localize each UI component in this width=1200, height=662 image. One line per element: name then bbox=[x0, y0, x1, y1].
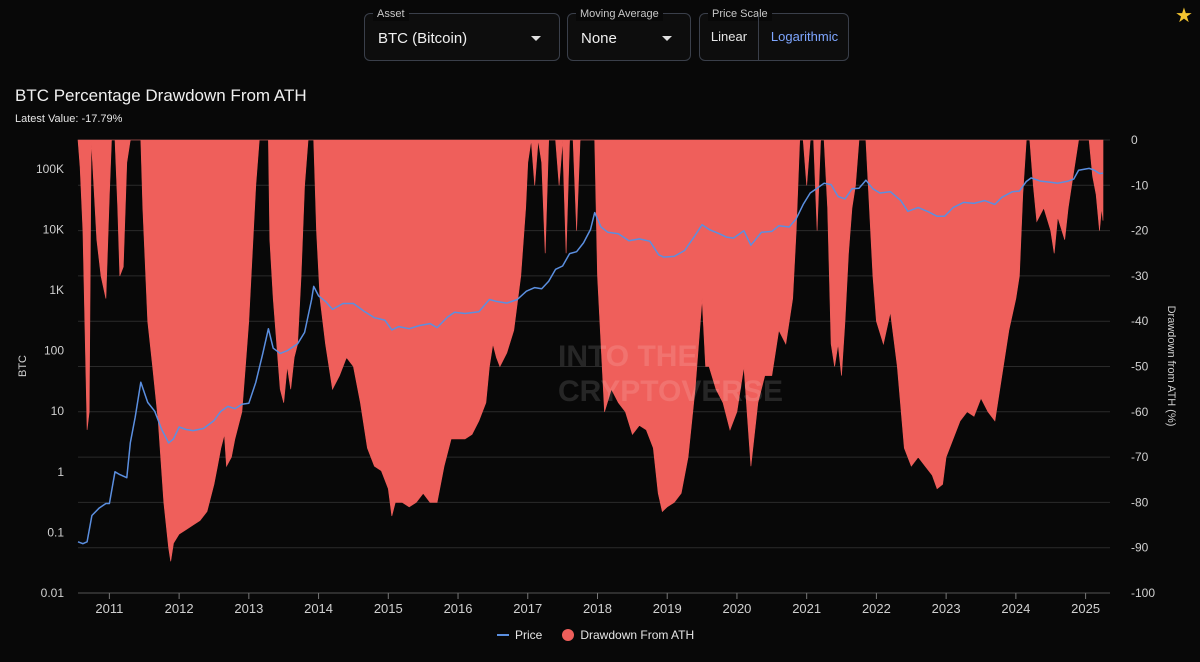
watermark-line-1: INTO THE bbox=[558, 340, 697, 373]
scale-logarithmic-button[interactable]: Logarithmic bbox=[758, 14, 850, 60]
x-tick-label: 2012 bbox=[165, 601, 194, 616]
left-tick-label: 1K bbox=[49, 283, 64, 297]
legend-price-swatch bbox=[497, 634, 509, 636]
asset-select[interactable]: Asset BTC (Bitcoin) bbox=[364, 7, 560, 61]
right-tick-label: -40 bbox=[1131, 314, 1149, 328]
star-icon[interactable]: ★ bbox=[1175, 5, 1193, 27]
right-tick-label: -30 bbox=[1131, 269, 1149, 283]
x-tick-label: 2014 bbox=[304, 601, 333, 616]
moving-average-select[interactable]: Moving Average None bbox=[567, 7, 691, 61]
x-tick-label: 2019 bbox=[653, 601, 682, 616]
right-tick-label: -60 bbox=[1131, 405, 1149, 419]
x-tick-label: 2023 bbox=[932, 601, 961, 616]
x-tick-label: 2017 bbox=[513, 601, 542, 616]
axes: 0 -10 -20 -30 -40 -50 -60 -70 -80 -90 -100 0.01 0.1 1… bbox=[17, 133, 1177, 616]
right-tick-label: -100 bbox=[1131, 586, 1155, 600]
drawdown-series bbox=[77, 139, 1104, 562]
left-tick-label: 100K bbox=[36, 162, 64, 176]
left-tick-label: 100 bbox=[44, 344, 64, 358]
right-tick-label: -10 bbox=[1131, 178, 1149, 192]
x-tick-label: 2016 bbox=[444, 601, 473, 616]
right-tick-label: -70 bbox=[1131, 450, 1149, 464]
x-tick-label: 2024 bbox=[1001, 601, 1030, 616]
legend: Price Drawdown From ATH bbox=[497, 628, 694, 642]
asset-label: Asset bbox=[373, 7, 409, 21]
legend-price-label[interactable]: Price bbox=[515, 628, 543, 642]
y-axis-title-right: Drawdown from ATH (%) bbox=[1165, 306, 1177, 427]
x-tick-label: 2020 bbox=[722, 601, 751, 616]
price-scale-label: Price Scale bbox=[708, 7, 772, 21]
right-tick-label: 0 bbox=[1131, 133, 1138, 147]
chart-title: BTC Percentage Drawdown From ATH bbox=[15, 86, 307, 105]
left-tick-label: 0.01 bbox=[41, 586, 65, 600]
y-axis-title-left: BTC bbox=[17, 355, 29, 377]
drawdown-area bbox=[77, 139, 1104, 562]
right-tick-label: -80 bbox=[1131, 495, 1149, 509]
price-line bbox=[77, 167, 1104, 545]
scale-linear-button[interactable]: Linear bbox=[710, 29, 748, 44]
legend-drawdown-swatch bbox=[562, 629, 575, 641]
x-tick-label: 2025 bbox=[1071, 601, 1100, 616]
watermark-line-2: CRYPTOVERSE bbox=[558, 375, 783, 408]
x-tick-label: 2015 bbox=[374, 601, 403, 616]
right-tick-label: -20 bbox=[1131, 224, 1149, 238]
left-tick-label: 0.1 bbox=[47, 525, 64, 539]
right-tick-label: -90 bbox=[1131, 541, 1149, 555]
left-tick-label: 10K bbox=[43, 222, 64, 236]
x-tick-label: 2018 bbox=[583, 601, 612, 616]
moving-average-label: Moving Average bbox=[576, 7, 663, 21]
legend-drawdown-label[interactable]: Drawdown From ATH bbox=[580, 628, 695, 642]
x-tick-label: 2011 bbox=[95, 601, 123, 616]
x-tick-label: 2022 bbox=[862, 601, 891, 616]
price-scale-toggle: Price Scale Linear Logarithmic bbox=[699, 7, 850, 61]
chevron-down-icon bbox=[662, 36, 672, 41]
price-series bbox=[77, 167, 1104, 545]
moving-average-value: None bbox=[581, 30, 617, 47]
latest-value: Latest Value: -17.79% bbox=[15, 113, 123, 125]
chevron-down-icon bbox=[531, 36, 541, 41]
left-tick-label: 10 bbox=[51, 404, 65, 418]
left-tick-label: 1 bbox=[57, 465, 64, 479]
x-tick-label: 2013 bbox=[234, 601, 263, 616]
right-tick-label: -50 bbox=[1131, 360, 1149, 374]
x-tick-label: 2021 bbox=[792, 601, 821, 616]
asset-value: BTC (Bitcoin) bbox=[378, 30, 468, 47]
